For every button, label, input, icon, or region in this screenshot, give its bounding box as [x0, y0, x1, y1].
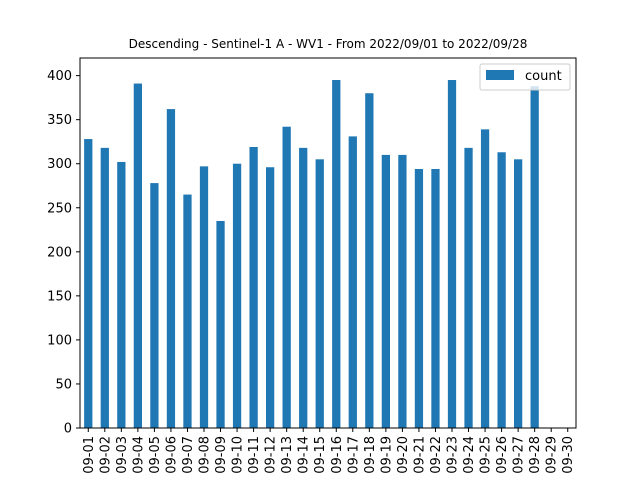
bar-09-12 — [266, 167, 275, 429]
x-tick-label: 09-22 — [429, 436, 444, 474]
plot-frame — [79, 57, 577, 429]
x-tick-label: 09-12 — [264, 436, 279, 474]
bar-09-23 — [447, 80, 457, 429]
x-tick-label: 09-26 — [495, 436, 510, 474]
x-tick-label: 09-06 — [164, 436, 179, 474]
bar-09-02 — [100, 147, 109, 429]
bar-09-10 — [232, 163, 242, 428]
bar-09-21 — [414, 169, 424, 428]
x-tick-label: 09-24 — [462, 436, 477, 474]
y-tick-label: 100 — [47, 333, 72, 348]
x-tick-label: 09-21 — [412, 436, 427, 474]
bar-09-20 — [398, 154, 407, 428]
x-axis: 09-01 09-02 09-03 09-04 09-05 09-06 09-07 09-08… — [82, 428, 576, 474]
x-tick-label: 09-09 — [214, 436, 229, 474]
bar-09-16 — [332, 80, 341, 429]
bar-09-13 — [282, 126, 291, 429]
y-tick-label: 50 — [55, 377, 72, 392]
bar-09-18 — [365, 93, 374, 429]
bar-09-05 — [150, 183, 159, 428]
bar-09-17 — [348, 136, 357, 428]
x-tick-label: 09-17 — [346, 436, 361, 474]
legend-label: count — [525, 69, 562, 84]
x-tick-label: 09-16 — [330, 436, 345, 474]
x-tick-label: 09-10 — [231, 436, 246, 474]
x-tick-label: 09-14 — [297, 436, 312, 474]
x-tick-label: 09-05 — [148, 436, 163, 474]
bar-09-07 — [183, 194, 192, 428]
x-tick-label: 09-18 — [363, 436, 378, 474]
x-tick-label: 09-19 — [379, 436, 394, 474]
x-tick-label: 09-29 — [545, 436, 560, 474]
bar-09-04 — [133, 83, 142, 429]
x-tick-label: 09-15 — [313, 436, 328, 474]
bar-09-27 — [514, 159, 523, 428]
x-tick-label: 09-07 — [181, 436, 196, 474]
x-tick-label: 09-03 — [115, 436, 130, 474]
x-tick-label: 09-23 — [446, 436, 461, 474]
bar-09-19 — [381, 154, 390, 428]
bar-09-03 — [117, 161, 126, 428]
legend-swatch — [486, 70, 514, 80]
y-tick-label: 350 — [47, 113, 72, 128]
bar-09-28 — [530, 86, 539, 428]
bar-09-08 — [199, 166, 209, 429]
y-tick-label: 200 — [47, 245, 72, 260]
bar-09-22 — [431, 169, 440, 428]
bar-09-25 — [480, 129, 490, 429]
x-tick-label: 09-04 — [131, 436, 146, 474]
y-tick-label: 300 — [47, 157, 72, 172]
bar-09-15 — [315, 159, 324, 428]
x-tick-label: 09-20 — [396, 436, 411, 474]
x-tick-label: 09-01 — [82, 436, 97, 474]
bar-09-24 — [464, 147, 473, 429]
legend: count — [479, 63, 571, 91]
chart-title: Descending - Sentinel-1 A - WV1 - From 2… — [129, 37, 528, 51]
bar-09-01 — [84, 139, 93, 429]
x-tick-label: 09-25 — [479, 436, 494, 474]
x-tick-label: 09-08 — [198, 436, 213, 474]
bar-09-09 — [216, 220, 225, 428]
x-tick-label: 09-28 — [528, 436, 543, 474]
x-tick-label: 09-30 — [561, 436, 576, 474]
bar-09-14 — [299, 147, 308, 429]
x-tick-label: 09-13 — [280, 436, 295, 474]
x-tick-label: 09-02 — [98, 436, 113, 474]
y-tick-label: 400 — [47, 69, 72, 84]
bars-group — [84, 80, 539, 429]
y-tick-label: 250 — [47, 201, 72, 216]
bar-09-06 — [166, 109, 176, 428]
bar-09-26 — [497, 152, 506, 428]
y-axis: 0 50 100 150 200 250 300 350 400 — [47, 69, 80, 437]
y-tick-label: 150 — [47, 289, 72, 304]
y-tick-label: 0 — [64, 422, 72, 437]
x-tick-label: 09-27 — [512, 436, 527, 474]
bar-09-11 — [249, 146, 258, 429]
x-tick-label: 09-11 — [247, 436, 262, 474]
